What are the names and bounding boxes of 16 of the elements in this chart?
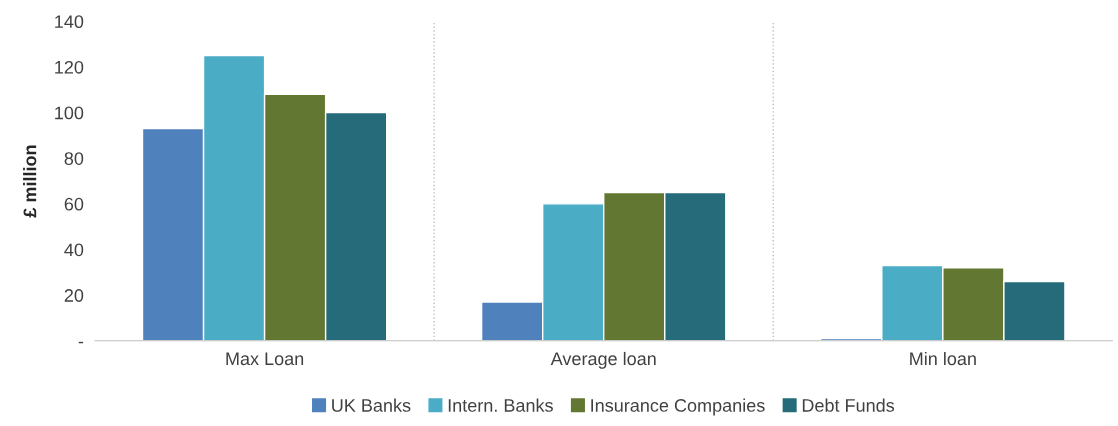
legend-label: Insurance Companies — [591, 398, 765, 416]
x-tick-label: Max Loan — [226, 352, 304, 366]
legend-label: Debt Funds — [802, 398, 895, 412]
x-tick-label: Min loan — [910, 351, 976, 366]
y-tick-label: - — [78, 341, 84, 344]
y-tick-label: 60 — [64, 197, 84, 211]
y-tick-label: 100 — [55, 106, 84, 120]
y-tick-label: 140 — [55, 15, 84, 29]
y-tick-label: 20 — [64, 289, 84, 302]
legend-label: UK Banks — [332, 398, 411, 412]
y-tick-label: 80 — [64, 152, 84, 165]
y-tick-label: 120 — [55, 60, 84, 74]
x-tick-label: Average loan — [550, 351, 656, 369]
y-axis-title: £ million — [23, 145, 37, 218]
legend-label: Intern. Banks — [448, 398, 553, 412]
y-tick-label: 40 — [64, 243, 84, 257]
